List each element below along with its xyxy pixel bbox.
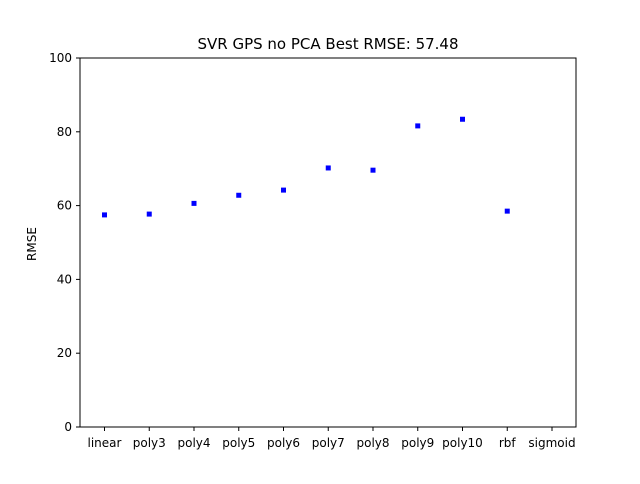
data-point-linear — [102, 212, 107, 218]
data-point-poly3 — [146, 211, 152, 217]
data-point-poly4 — [191, 200, 197, 206]
x-tick-label: poly5 — [222, 436, 255, 450]
x-tick-label: poly10 — [442, 436, 483, 450]
y-axis-label: RMSE — [25, 227, 39, 261]
x-tick-label: poly6 — [267, 436, 300, 450]
x-tick-label: poly3 — [133, 436, 166, 450]
data-point-poly6 — [281, 187, 286, 193]
data-point-poly8 — [370, 167, 376, 173]
x-tick-label: poly8 — [356, 436, 389, 450]
data-point-poly10 — [460, 116, 465, 122]
plot-area-frame — [79, 57, 577, 428]
x-tick-label: rbf — [499, 436, 517, 450]
x-tick-label: poly7 — [312, 436, 345, 450]
y-tick-label: 40 — [57, 272, 72, 286]
y-tick-label: 0 — [64, 420, 72, 434]
data-point-poly9 — [415, 123, 421, 129]
x-axis-ticks: linear poly3 poly4 poly5 poly6 poly7 poly8 poly… — [88, 427, 576, 450]
x-tick-label: linear — [88, 436, 122, 450]
y-axis-ticks: 0 20 40 60 80 100 — [49, 51, 80, 434]
data-points — [102, 116, 510, 218]
y-tick-label: 20 — [57, 346, 72, 360]
y-tick-label: 100 — [49, 51, 72, 65]
y-tick-label: 60 — [57, 199, 72, 213]
x-tick-label: poly4 — [177, 436, 210, 450]
y-tick-label: 80 — [57, 125, 72, 139]
x-tick-label: sigmoid — [528, 436, 575, 450]
x-tick-label: poly9 — [401, 436, 434, 450]
data-point-rbf — [504, 208, 510, 214]
chart-title: SVR GPS no PCA Best RMSE: 57.48 — [197, 35, 458, 53]
data-point-poly5 — [236, 192, 242, 198]
data-point-poly7 — [325, 165, 331, 171]
